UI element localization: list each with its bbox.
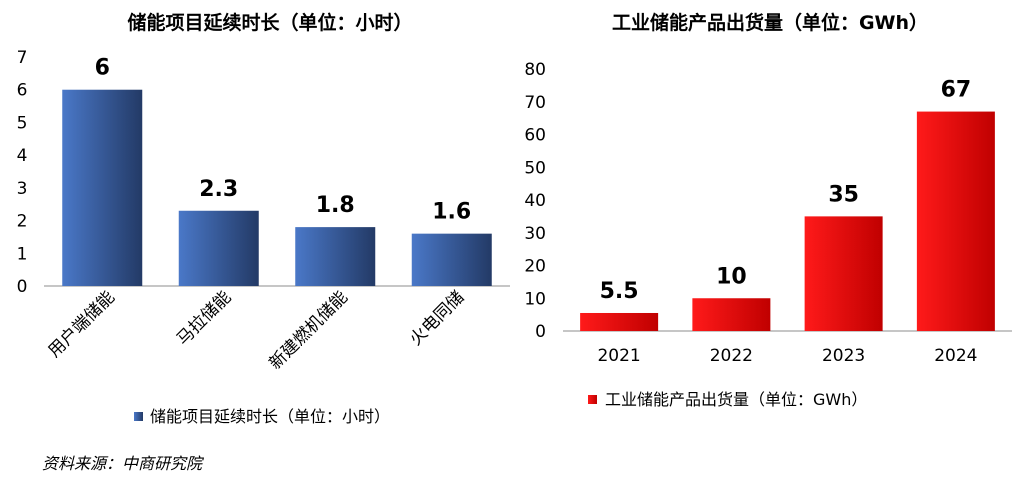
right-x-tick-label: 2022 [710,346,753,366]
chart-left-title: 储能项目延续时长（单位：小时） [127,11,412,34]
left-bar [411,233,492,286]
left-x-tick-label: 新建燃机储能 [266,287,352,373]
source-note: 资料来源：中商研究院 [42,454,205,473]
left-y-tick-label: 2 [17,212,28,232]
left-data-label: 6 [95,56,110,81]
right-y-tick-label: 60 [524,126,546,146]
left-x-tick-label: 用户端储能 [45,287,119,361]
right-y-tick-label: 30 [524,224,546,244]
right-y-tick-label: 0 [535,322,546,342]
left-x-tick-label: 火电同储 [406,287,468,349]
chart-right-x-ticks: 2021 2022 2023 2024 [597,346,977,366]
chart-left-bars [62,89,492,286]
right-bar [692,298,771,331]
right-data-label: 5.5 [600,279,639,304]
chart-right-title: 工业储能产品出货量（单位：GWh） [612,11,928,34]
right-x-tick-label: 2021 [597,346,640,366]
chart-right-y-ticks: 0 10 20 30 40 50 60 70 80 [524,60,546,342]
chart-left-legend-label: 储能项目延续时长（单位：小时） [150,407,390,426]
right-data-label: 10 [716,264,747,289]
right-bar [916,111,995,331]
chart-right-bars [580,111,995,331]
left-y-tick-label: 5 [17,113,28,133]
right-y-tick-label: 40 [524,191,546,211]
right-y-tick-label: 50 [524,158,546,178]
chart-left: 储能项目延续时长（单位：小时） 0 1 2 3 4 5 6 7 6 2.3 1.8 1.6 用户端储… [17,11,510,426]
left-y-tick-label: 3 [17,179,28,199]
left-data-label: 2.3 [199,177,238,202]
left-data-label: 1.6 [432,200,471,225]
left-bar [62,89,143,286]
left-x-tick-label: 马拉储能 [173,287,235,349]
chart-right-legend-swatch [588,395,597,404]
right-y-tick-label: 70 [524,93,546,113]
chart-left-x-ticks: 用户端储能 马拉储能 新建燃机储能 火电同储 [45,287,469,373]
right-y-tick-label: 10 [524,289,546,309]
chart-right: 工业储能产品出货量（单位：GWh） 0 10 20 30 40 50 60 70 80 5.5 1… [524,11,1012,409]
left-y-tick-label: 0 [17,277,28,297]
left-bar [295,227,376,286]
chart-left-legend-swatch [134,412,143,421]
chart-left-y-ticks: 0 1 2 3 4 5 6 7 [17,48,28,297]
right-bar [580,312,659,331]
left-y-tick-label: 1 [17,244,28,264]
right-bar [804,216,883,331]
chart-left-data-labels: 6 2.3 1.8 1.6 [95,56,472,225]
right-x-tick-label: 2023 [822,346,865,366]
right-y-tick-label: 80 [524,60,546,80]
right-data-label: 35 [828,182,859,207]
right-y-tick-label: 20 [524,257,546,277]
right-data-label: 67 [941,78,972,103]
chart-right-legend-label: 工业储能产品出货量（单位：GWh） [605,390,867,409]
left-y-tick-label: 7 [17,48,28,68]
left-data-label: 1.8 [316,193,355,218]
right-x-tick-label: 2024 [934,346,977,366]
left-y-tick-label: 4 [17,146,28,166]
left-bar [178,210,259,286]
left-y-tick-label: 6 [17,81,28,101]
chart-right-data-labels: 5.5 10 35 67 [600,78,972,304]
